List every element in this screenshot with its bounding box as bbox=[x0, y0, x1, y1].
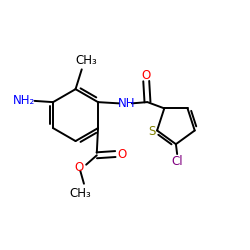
Text: CH₃: CH₃ bbox=[76, 54, 98, 67]
Text: O: O bbox=[75, 161, 84, 174]
Text: NH: NH bbox=[118, 97, 135, 110]
Text: Cl: Cl bbox=[171, 155, 183, 168]
Text: S: S bbox=[148, 125, 155, 138]
Text: NH₂: NH₂ bbox=[13, 94, 35, 108]
Text: CH₃: CH₃ bbox=[70, 187, 92, 200]
Text: O: O bbox=[142, 69, 151, 82]
Text: O: O bbox=[118, 148, 127, 160]
